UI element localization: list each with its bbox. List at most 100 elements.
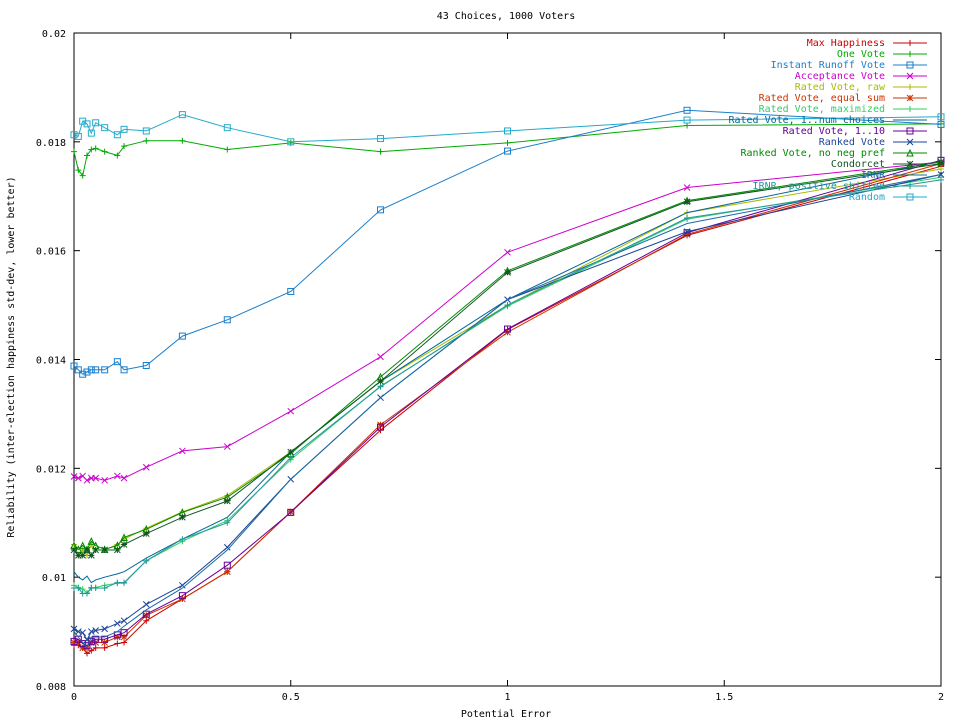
data-point	[906, 193, 914, 201]
data-point	[113, 358, 121, 366]
data-point	[223, 316, 231, 324]
data-point	[906, 138, 914, 146]
series-acceptance-vote	[70, 158, 945, 484]
data-point	[113, 131, 121, 139]
legend-entry-label: Max Happiness	[807, 38, 885, 49]
series-line	[73, 168, 942, 557]
data-point	[504, 325, 511, 333]
data-point	[178, 592, 186, 600]
data-point	[83, 368, 91, 376]
series-condorcet	[70, 160, 945, 559]
legend-entry-label: IRNR, positive shifted	[753, 181, 885, 192]
data-point	[683, 116, 691, 124]
data-point	[79, 644, 87, 652]
data-point	[287, 448, 295, 456]
data-point	[101, 546, 109, 554]
series-layer	[70, 106, 945, 657]
data-point	[84, 152, 91, 159]
legend-marker	[906, 61, 914, 69]
data-point	[70, 362, 78, 370]
legend-entry-label: IRNR	[861, 170, 886, 181]
data-point	[101, 124, 109, 132]
data-point	[74, 635, 82, 643]
series-line	[73, 161, 942, 481]
series-ranked-vote-no-neg-pref	[70, 157, 945, 553]
x-axis-label: Potential Error	[461, 709, 551, 720]
data-point	[101, 585, 108, 592]
data-point	[84, 650, 91, 657]
data-point	[377, 206, 385, 214]
data-point	[907, 51, 913, 57]
data-point	[70, 639, 78, 646]
data-point	[78, 541, 87, 550]
legend-marker	[906, 148, 914, 157]
y-tick-label: 0.018	[36, 138, 66, 149]
data-point	[83, 642, 91, 650]
data-point	[79, 172, 86, 179]
legend-marker	[907, 106, 913, 112]
data-point	[179, 137, 186, 144]
series-line	[74, 163, 942, 649]
data-point	[120, 541, 128, 548]
legend-marker	[907, 183, 913, 189]
data-point	[683, 230, 691, 238]
y-tick-label: 0.012	[36, 464, 66, 475]
data-point	[143, 137, 150, 144]
data-point	[70, 473, 78, 480]
data-point	[142, 361, 150, 369]
data-point	[906, 148, 914, 157]
legend-marker	[906, 72, 914, 80]
data-point	[223, 561, 231, 569]
data-point	[142, 601, 150, 608]
data-point	[101, 476, 109, 484]
data-point	[79, 370, 87, 378]
series-random	[70, 111, 945, 146]
data-point	[70, 625, 78, 633]
data-point	[74, 552, 82, 559]
data-point	[92, 635, 100, 643]
data-point	[121, 143, 128, 150]
data-point	[377, 383, 384, 390]
data-point	[83, 546, 91, 554]
data-point	[92, 546, 100, 554]
series-rated-vote-1-num-choices	[73, 160, 942, 584]
data-point	[142, 530, 150, 537]
legend-entry-label: Condorcet	[831, 159, 885, 170]
series-line	[73, 163, 942, 557]
data-point	[683, 228, 691, 235]
legend-entry-label: Ranked Vote, no neg pref	[741, 148, 886, 159]
series-line	[73, 176, 942, 594]
legend-entry-label: Acceptance Vote	[795, 71, 885, 82]
series-line	[73, 159, 942, 647]
x-tick-label: 0.5	[282, 692, 300, 703]
data-point	[906, 61, 914, 69]
data-point	[75, 167, 82, 174]
data-point	[684, 215, 691, 222]
series-line	[73, 160, 942, 584]
data-point	[114, 579, 121, 586]
data-point	[113, 472, 121, 480]
series-rated-vote-maximized	[71, 174, 944, 596]
series-instant-runoff-vote	[70, 106, 945, 378]
data-point	[70, 637, 78, 645]
data-point	[377, 353, 384, 361]
data-point	[121, 639, 128, 646]
data-point	[79, 640, 87, 648]
data-point	[120, 633, 128, 641]
data-point	[287, 508, 295, 516]
data-point	[84, 590, 91, 597]
data-point	[504, 139, 511, 146]
data-point	[937, 120, 945, 128]
legend-marker	[907, 84, 913, 90]
series-one-vote	[71, 120, 944, 179]
data-point	[101, 366, 109, 374]
data-point	[92, 145, 99, 152]
data-point	[74, 132, 82, 140]
series-line	[74, 165, 942, 655]
y-axis-ticks: 0.008 0.01 0.012 0.014 0.016 0.018 0.02	[36, 29, 941, 693]
data-point	[121, 579, 128, 586]
data-point	[179, 513, 186, 521]
x-tick-label: 0	[71, 692, 77, 703]
data-point	[504, 269, 511, 276]
data-point	[120, 366, 128, 374]
